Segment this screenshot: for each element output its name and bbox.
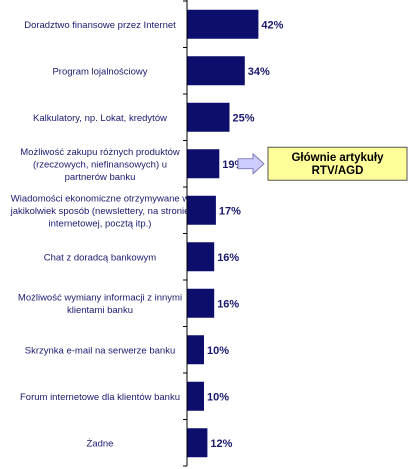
category-label-1: Program lojalnościowy [52,66,147,77]
category-label-6: Możliwość wymiany informacji z innymi kli… [18,293,182,317]
value-label-2: 25% [233,112,255,124]
bar-8 [187,381,204,411]
category-label-8: Forum internetowe dla klientów banku [20,392,180,403]
bar-2 [187,102,230,132]
bar-1 [187,56,245,86]
value-label-5: 16% [217,252,239,264]
bar-7 [187,335,204,365]
annotation-arrow [237,152,265,175]
value-label-4: 17% [219,205,241,217]
annotation-box [267,146,408,181]
annotation-text: Głównie artykuły RTV/AGD [291,152,384,177]
category-label-0: Doradztwo finansowe przez Internet [24,20,176,31]
category-label-9: Żadne [87,438,114,449]
category-label-2: Kalkulatory, np. Lokat, kredytów [33,113,167,124]
bar-5 [187,242,215,272]
category-label-3: Możliwość zakupu różnych produktów (rzecz… [20,147,180,183]
value-label-7: 10% [207,345,229,357]
category-label-4: Wiadomości ekonomiczne otrzymywane w jaki… [10,193,190,229]
value-label-0: 42% [261,19,283,31]
bar-6 [187,288,215,318]
value-label-9: 12% [210,438,232,450]
value-label-1: 34% [248,66,270,78]
bar-9 [187,428,208,458]
bar-0 [187,9,259,39]
category-label-5: Chat z doradcą bankowym [44,252,157,263]
bar-3 [187,149,220,179]
value-label-6: 16% [217,298,239,310]
value-label-8: 10% [207,391,229,403]
category-label-7: Skrzynka e-mail na serwerze banku [25,345,175,356]
bar-4 [187,195,216,225]
